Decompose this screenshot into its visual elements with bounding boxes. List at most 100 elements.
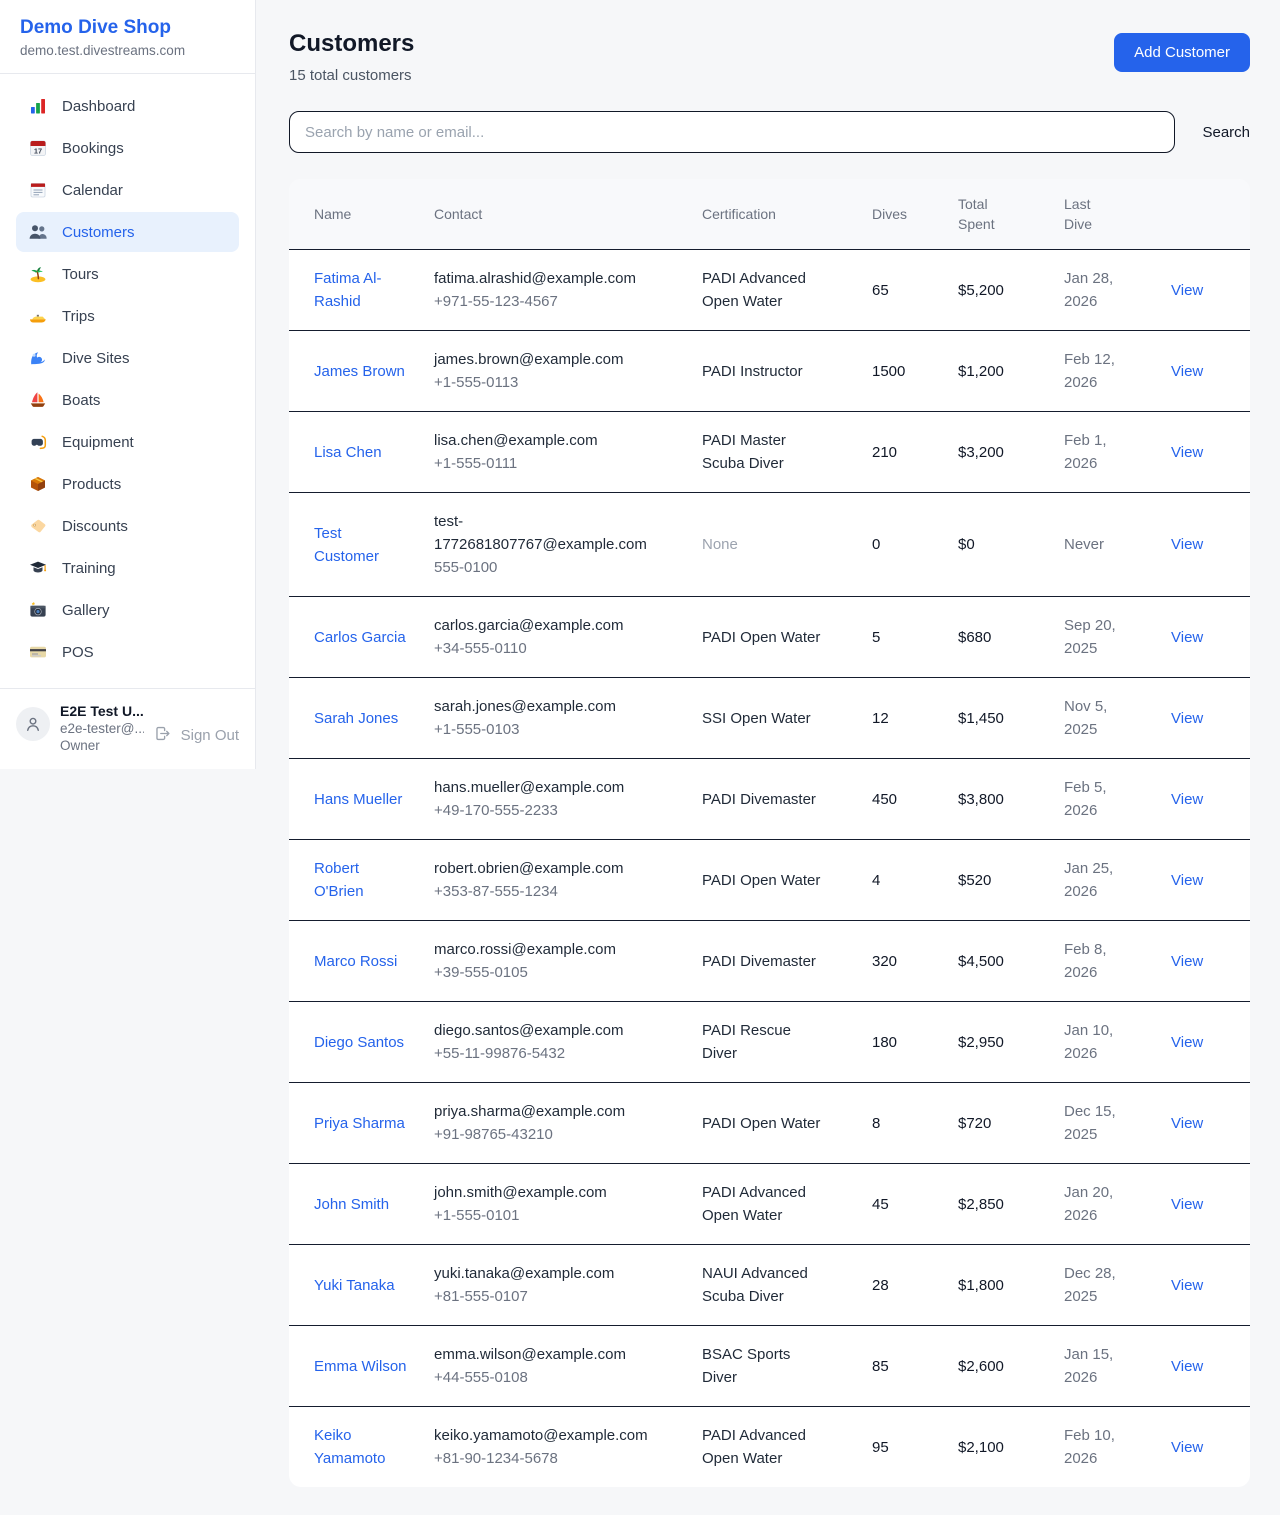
customer-last-dive: Dec 28, 2025 <box>1064 1244 1171 1326</box>
customer-dives: 85 <box>872 1325 958 1407</box>
customer-name-link[interactable]: Sarah Jones <box>314 709 399 727</box>
sidebar-item-label: Training <box>62 559 116 577</box>
customer-total-spent: $1,200 <box>958 330 1064 412</box>
brand-title[interactable]: Demo Dive Shop <box>20 17 171 38</box>
customer-total-spent: $520 <box>958 839 1064 921</box>
customer-name-link[interactable]: Priya Sharma <box>314 1114 405 1132</box>
view-customer-link[interactable]: View <box>1171 871 1204 889</box>
customer-total-spent: $680 <box>958 596 1064 678</box>
customer-name-link[interactable]: Robert O'Brien <box>314 860 364 900</box>
customer-last-dive: Feb 5, 2026 <box>1064 758 1171 840</box>
customer-name-link[interactable]: Marco Rossi <box>314 952 398 970</box>
customer-name-link[interactable]: Test Customer <box>314 524 380 565</box>
customer-name-link[interactable]: Emma Wilson <box>314 1357 407 1375</box>
customer-email: lisa.chen@example.com <box>434 432 598 449</box>
motorboat-icon <box>28 306 48 326</box>
sidebar-item-pos[interactable]: POS <box>16 632 239 672</box>
customer-phone: +49-170-555-2233 <box>434 802 558 819</box>
customer-email: fatima.alrashid@example.com <box>434 270 636 287</box>
search-input[interactable] <box>289 111 1176 153</box>
view-customer-link[interactable]: View <box>1171 709 1204 727</box>
view-customer-link[interactable]: View <box>1171 536 1204 553</box>
view-customer-link[interactable]: View <box>1171 1276 1204 1294</box>
sidebar-item-label: Boats <box>62 391 101 409</box>
view-customer-link[interactable]: View <box>1171 1033 1204 1051</box>
customer-certification: NAUI Advanced Scuba Diver <box>702 1265 808 1305</box>
customer-last-dive: Feb 1, 2026 <box>1064 411 1171 493</box>
customer-name-link[interactable]: Carlos Garcia <box>314 628 406 646</box>
view-customer-link[interactable]: View <box>1171 1114 1204 1132</box>
sidebar-item-boats[interactable]: Boats <box>16 380 239 420</box>
customer-name-link[interactable]: Keiko Yamamoto <box>314 1427 386 1467</box>
customer-name-link[interactable]: Lisa Chen <box>314 443 382 461</box>
sign-out-button[interactable]: Sign Out <box>154 725 239 745</box>
customer-certification: PADI Open Water <box>702 871 821 889</box>
customer-certification: PADI Open Water <box>702 628 821 646</box>
table-row: Priya Sharma priya.sharma@example.com +91-… <box>289 1082 1250 1164</box>
add-customer-button[interactable]: Add Customer <box>1114 33 1250 72</box>
view-customer-link[interactable]: View <box>1171 790 1204 808</box>
sidebar-item-products[interactable]: Products <box>16 464 239 504</box>
wave-icon <box>28 348 48 368</box>
sidebar-item-bookings[interactable]: 17 Bookings <box>16 128 239 168</box>
sidebar-item-discounts[interactable]: Discounts <box>16 506 239 546</box>
customer-dives: 320 <box>872 920 958 1002</box>
sidebar-item-label: POS <box>62 643 94 661</box>
sidebar-item-tours[interactable]: Tours <box>16 254 239 294</box>
table-row: Fatima Al-Rashid fatima.alrashid@example.… <box>289 250 1250 331</box>
column-header-total-spent: Total Spent <box>958 179 1064 250</box>
sidebar-item-label: Equipment <box>62 433 134 451</box>
customer-phone: +81-90-1234-5678 <box>434 1450 558 1467</box>
customer-last-dive: Dec 15, 2025 <box>1064 1082 1171 1164</box>
view-customer-link[interactable]: View <box>1171 1357 1204 1375</box>
view-customer-link[interactable]: View <box>1171 362 1204 380</box>
customer-phone: +81-555-0107 <box>434 1288 528 1305</box>
table-row: Sarah Jones sarah.jones@example.com +1-555… <box>289 677 1250 759</box>
sidebar-item-calendar[interactable]: Calendar <box>16 170 239 210</box>
sidebar-item-equipment[interactable]: Equipment <box>16 422 239 462</box>
sailboat-icon <box>28 390 48 410</box>
sidebar: Demo Dive Shop demo.test.divestreams.com… <box>0 0 256 769</box>
sidebar-item-trips[interactable]: Trips <box>16 296 239 336</box>
customer-dives: 95 <box>872 1406 958 1487</box>
column-header-name: Name <box>289 179 434 250</box>
customer-name-link[interactable]: John Smith <box>314 1195 390 1213</box>
customer-name-link[interactable]: Hans Mueller <box>314 790 403 808</box>
view-customer-link[interactable]: View <box>1171 281 1204 299</box>
view-customer-link[interactable]: View <box>1171 443 1204 461</box>
sidebar-item-dive-sites[interactable]: Dive Sites <box>16 338 239 378</box>
user-email: e2e-tester@... <box>60 721 144 736</box>
customer-dives: 450 <box>872 758 958 840</box>
view-customer-link[interactable]: View <box>1171 1195 1204 1213</box>
svg-text:17: 17 <box>34 146 42 155</box>
table-body: Fatima Al-Rashid fatima.alrashid@example.… <box>289 250 1250 1487</box>
customer-last-dive: Feb 8, 2026 <box>1064 920 1171 1002</box>
view-customer-link[interactable]: View <box>1171 1438 1204 1456</box>
customer-phone: +1-555-0103 <box>434 721 520 738</box>
view-customer-link[interactable]: View <box>1171 952 1204 970</box>
customer-name-link[interactable]: Diego Santos <box>314 1033 405 1051</box>
customer-email: robert.obrien@example.com <box>434 860 624 877</box>
sidebar-item-training[interactable]: Training <box>16 548 239 588</box>
customer-name-link[interactable]: James Brown <box>314 362 405 380</box>
sidebar-item-label: Customers <box>62 223 135 241</box>
search-button[interactable]: Search <box>1202 123 1250 141</box>
customer-email: emma.wilson@example.com <box>434 1346 626 1363</box>
customer-email: priya.sharma@example.com <box>434 1103 626 1120</box>
customer-email: james.brown@example.com <box>434 351 624 368</box>
customer-phone: +1-555-0113 <box>434 374 519 391</box>
sidebar-item-customers[interactable]: Customers <box>16 212 239 252</box>
sidebar-item-gallery[interactable]: Gallery <box>16 590 239 630</box>
calendar-date-icon: 17 <box>28 138 48 158</box>
table-row: Test Customer test-1772681807767@example.… <box>289 492 1250 597</box>
table-row: Emma Wilson emma.wilson@example.com +44-55… <box>289 1325 1250 1407</box>
customer-dives: 180 <box>872 1001 958 1083</box>
customer-name-link[interactable]: Yuki Tanaka <box>314 1276 395 1294</box>
customer-last-dive: Jan 20, 2026 <box>1064 1163 1171 1245</box>
customer-dives: 45 <box>872 1163 958 1245</box>
customer-name-link[interactable]: Fatima Al-Rashid <box>314 270 382 310</box>
view-customer-link[interactable]: View <box>1171 628 1204 646</box>
sidebar-item-dashboard[interactable]: Dashboard <box>16 86 239 126</box>
customer-last-dive: Jan 28, 2026 <box>1064 270 1114 310</box>
customer-phone: +39-555-0105 <box>434 964 528 981</box>
